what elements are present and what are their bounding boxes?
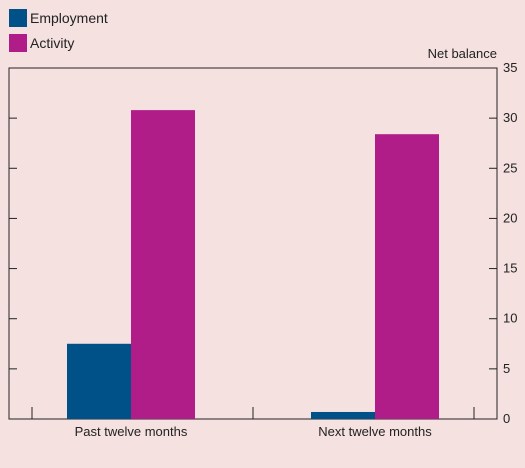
legend: Employment Activity	[9, 9, 108, 52]
y-tick-label-25: 25	[503, 160, 517, 175]
y-tick-label-10: 10	[503, 311, 517, 326]
y-axis-unit-label: Net balance	[428, 46, 497, 61]
y-tick-label-35: 35	[503, 60, 517, 75]
legend-swatch-activity	[9, 34, 27, 52]
bars-group	[67, 110, 439, 420]
legend-swatch-employment	[9, 9, 27, 27]
y-tick-label-20: 20	[503, 210, 517, 225]
y-tick-label-15: 15	[503, 261, 517, 276]
x-category-label-2: Next twelve months	[318, 424, 432, 439]
y-tick-label-30: 30	[503, 110, 517, 125]
legend-label-employment: Employment	[30, 10, 108, 26]
x-category-label-1: Past twelve months	[75, 424, 188, 439]
y-tick-label-0: 0	[503, 411, 510, 426]
legend-label-activity: Activity	[30, 35, 74, 51]
bar-activity-2	[375, 134, 439, 419]
x-axis: Past twelve months Next twelve months	[31, 407, 475, 439]
y-tick-label-5: 5	[503, 361, 510, 376]
y-axis: 0 5 10 15 20 25 30 35	[9, 60, 517, 426]
bar-activity-1	[131, 110, 195, 420]
bar-employment-1	[67, 343, 131, 419]
bar-employment-2	[311, 411, 375, 419]
